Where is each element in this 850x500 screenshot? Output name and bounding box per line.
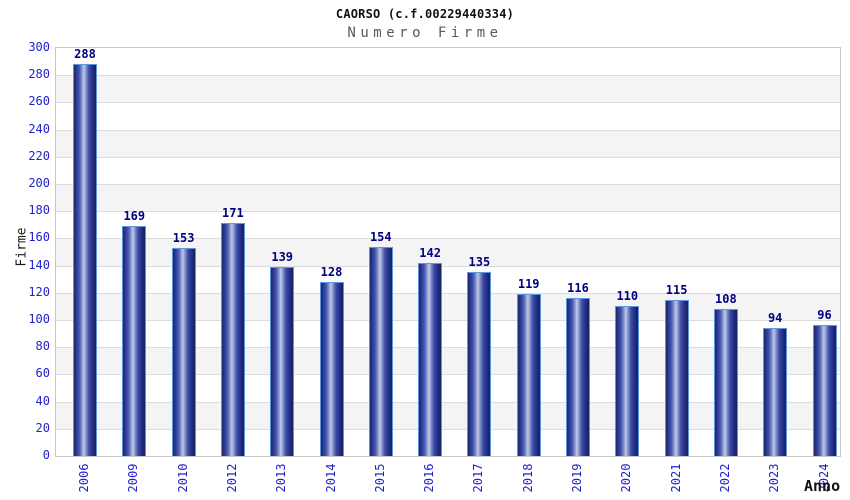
x-tick-label: 2022: [717, 463, 732, 493]
bar-value-label: 128: [320, 264, 343, 279]
gridline: [56, 292, 840, 294]
bar-2021: [664, 299, 689, 456]
x-axis-title: Anno: [804, 477, 841, 495]
gridline: [56, 238, 840, 240]
plot-band: [56, 184, 840, 212]
y-tick-label: 40: [35, 393, 50, 408]
chart-subtitle: Numero Firme: [347, 25, 503, 41]
plot-band: [56, 75, 840, 103]
chart-title: CAORSO (c.f.00229440334): [335, 7, 515, 21]
y-tick-label: 60: [35, 366, 50, 381]
bar-2010: [171, 247, 196, 456]
bar-2023: [763, 328, 788, 456]
gridline: [56, 428, 840, 430]
y-tick-label: 160: [28, 230, 50, 245]
gridline: [56, 156, 840, 158]
bar-value-label: 153: [172, 230, 195, 245]
bar-2020: [615, 306, 640, 456]
x-tick-label: 2013: [274, 463, 289, 493]
bar-2009: [122, 226, 147, 456]
bar-value-label: 108: [715, 292, 737, 307]
bar-value-label: 171: [222, 206, 244, 221]
bar-value-label: 142: [419, 245, 441, 260]
bar-value-label: 139: [271, 249, 294, 264]
y-tick-label: 200: [28, 176, 50, 190]
y-tick-label: 220: [28, 148, 50, 163]
bar-value-label: 169: [123, 209, 146, 224]
x-tick-label: 2019: [570, 463, 584, 493]
plot-band: [56, 102, 840, 130]
x-tick-label: 2014: [323, 463, 338, 493]
bar-2012: [220, 223, 245, 456]
bar-value-label: 135: [468, 255, 491, 270]
x-tick-label: 2017: [471, 463, 486, 493]
bar-2024: [812, 325, 837, 456]
bar-value-label: 115: [665, 282, 688, 297]
bar-value-label: 288: [74, 47, 96, 62]
gridline: [56, 265, 840, 267]
y-tick-label: 20: [35, 420, 50, 435]
bar-2019: [566, 298, 590, 456]
x-tick-label: 2023: [767, 463, 782, 493]
gridline: [56, 75, 840, 77]
bar-2017: [467, 272, 492, 456]
bar-2015: [368, 246, 393, 456]
plot-band: [56, 129, 840, 157]
y-tick-label: 0: [42, 448, 50, 462]
y-tick-label: 300: [28, 40, 50, 54]
bar-value-label: 110: [616, 289, 639, 304]
gridline: [56, 211, 840, 213]
bar-2022: [713, 309, 738, 456]
gridline: [56, 102, 840, 104]
y-axis-ticks: 0 20 40 60 80 100 120 140 160 180 200 220 240 260 280 3…: [0, 40, 50, 462]
x-tick-label: 2020: [619, 463, 634, 493]
gridline: [56, 347, 840, 349]
x-tick-label: 2012: [224, 463, 239, 493]
y-tick-label: 140: [28, 257, 50, 272]
gridline: [56, 374, 840, 376]
x-axis-ticks: 2006 2009 2010 2012 2013 2014 2015 2016 2017 2018…: [55, 455, 839, 500]
bar-value-label: 96: [817, 308, 832, 323]
gridline: [56, 320, 840, 321]
x-tick-label: 2018: [520, 463, 535, 493]
y-tick-label: 100: [28, 312, 50, 326]
y-tick-label: 80: [35, 339, 50, 354]
x-tick-label: 2006: [77, 463, 91, 493]
y-tick-label: 280: [28, 67, 50, 82]
bar-2006: [73, 64, 97, 456]
bar-value-label: 154: [369, 229, 392, 244]
x-tick-label: 2021: [668, 463, 683, 493]
y-tick-label: 120: [28, 284, 50, 299]
plot-band: [56, 156, 840, 184]
plot-band: [56, 211, 840, 239]
bar-value-label: 94: [767, 311, 783, 326]
bar-value-label: 119: [517, 277, 540, 292]
y-tick-label: 260: [28, 94, 50, 109]
y-tick-label: 180: [28, 203, 50, 218]
bar-2018: [516, 294, 541, 456]
bar-value-label: 116: [567, 281, 589, 296]
x-tick-label: 2009: [126, 463, 141, 493]
bar-2014: [319, 281, 344, 456]
x-tick-label: 2015: [372, 463, 387, 493]
plot-area: 288 169 153 171 139 128 154 142 135 119 116 110 115 1…: [55, 47, 841, 457]
bar-2016: [418, 262, 443, 456]
x-tick-label: 2010: [175, 463, 190, 493]
plot-band: [56, 48, 840, 76]
x-tick-label: 2016: [422, 463, 437, 493]
gridline: [56, 401, 840, 403]
y-tick-label: 240: [28, 121, 50, 136]
gridline: [56, 184, 840, 185]
bar-2013: [270, 266, 295, 456]
gridline: [56, 129, 840, 131]
